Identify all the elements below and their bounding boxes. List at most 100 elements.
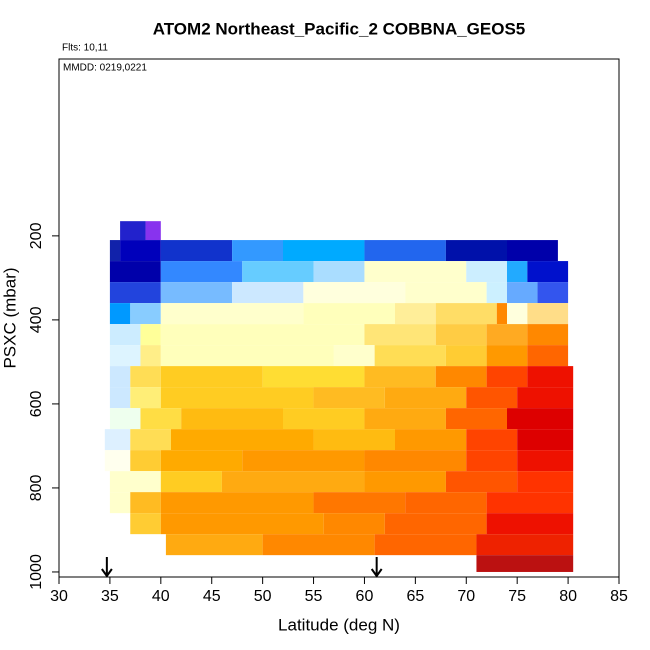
curtain-cell [109, 408, 141, 430]
curtain-cell [333, 345, 375, 367]
curtain-cell [160, 387, 314, 409]
curtain-cell [313, 387, 385, 409]
curtain-cell [160, 240, 233, 262]
curtain-cell [323, 513, 385, 535]
curtain-cell [364, 324, 436, 346]
x-tick-label: 70 [457, 588, 475, 605]
curtain-cell [445, 471, 518, 493]
curtain-cell [445, 345, 487, 367]
y-tick-label: 600 [28, 390, 45, 417]
chart-title: ATOM2 Northeast_Pacific_2 COBBNA_GEOS5 [153, 19, 526, 38]
curtain-cell [507, 408, 574, 430]
curtain-cell [364, 366, 436, 388]
curtain-cell [120, 240, 161, 262]
curtain-cell [130, 450, 161, 472]
curtain-cell [120, 221, 146, 241]
curtain-cell [384, 513, 487, 535]
curtain-cell [109, 261, 161, 283]
flight-arrow [370, 557, 383, 578]
curtain-cell [160, 282, 233, 304]
x-tick-label: 50 [254, 588, 272, 605]
curtain-cell [160, 471, 222, 493]
curtain-cell [364, 261, 467, 283]
curtain-cell [303, 282, 406, 304]
curtain-cell [109, 282, 161, 304]
x-tick-label: 60 [356, 588, 374, 605]
curtain-cell [109, 303, 131, 325]
curtain-cell [486, 492, 574, 514]
x-tick-label: 40 [152, 588, 170, 605]
x-tick-label: 85 [610, 588, 628, 605]
curtain-cell [507, 240, 558, 262]
curtain-cell [140, 324, 161, 346]
curtain-cell [527, 366, 574, 388]
curtain-cell [527, 324, 569, 346]
curtain-cell [160, 261, 243, 283]
curtain-cell [466, 261, 507, 283]
curtain-cell [496, 303, 507, 325]
curtain-cell [313, 429, 395, 451]
curtain-cell [109, 471, 161, 493]
curtain-cell [507, 303, 528, 325]
curtain-cell [130, 387, 161, 409]
curtain-cell [364, 471, 446, 493]
curtain-cell [140, 345, 161, 367]
y-tick-label: 400 [28, 306, 45, 333]
curtain-cell [527, 261, 569, 283]
curtain-cell [405, 492, 487, 514]
curtain-cell [486, 513, 574, 535]
x-tick-label: 65 [406, 588, 424, 605]
curtain-cell [527, 303, 569, 325]
y-tick-label: 800 [28, 474, 45, 501]
curtain-cell [160, 492, 314, 514]
curtain-cell [405, 282, 487, 304]
curtain-cell [537, 282, 569, 304]
x-tick-label: 75 [508, 588, 526, 605]
curtain-cell [160, 303, 304, 325]
curtain-cell [160, 345, 334, 367]
curtain-cell [104, 429, 131, 451]
x-tick-label: 35 [101, 588, 119, 605]
curtain-cell [517, 471, 574, 493]
curtain-cell [130, 366, 161, 388]
curtain-cell [445, 408, 507, 430]
curtain-cell [283, 408, 365, 430]
curtain-cell [374, 345, 446, 367]
curtain-cell [109, 240, 121, 262]
curtain-cell [160, 513, 324, 535]
curtain-cell [507, 261, 528, 283]
curtain-cell [527, 345, 569, 367]
curtain-cell [476, 555, 574, 572]
curtain-cell [242, 450, 365, 472]
dates-note: MMDD: 0219,0221 [63, 63, 147, 74]
curtain-cell [476, 534, 574, 556]
curtain-cell [171, 429, 314, 451]
curtain-cell [507, 282, 538, 304]
curtain-cell [374, 534, 477, 556]
curtain-cell [109, 387, 131, 409]
curtain-cell [104, 450, 131, 472]
curtain-cell [435, 366, 487, 388]
curtain-cell [466, 387, 518, 409]
curtain-cell [160, 324, 365, 346]
curtain-cell [486, 324, 528, 346]
curtain-cell [130, 303, 161, 325]
curtain-cell [445, 240, 507, 262]
curtain-cell [435, 324, 487, 346]
curtain-cell [395, 429, 467, 451]
curtain-cell [517, 450, 574, 472]
x-tick-label: 80 [559, 588, 577, 605]
x-axis-label: Latitude (deg N) [278, 615, 400, 634]
curtain-cell [466, 429, 518, 451]
curtain-cell [109, 345, 141, 367]
curtain-cell [181, 408, 283, 430]
curtain [104, 221, 574, 572]
curtain-cell [232, 240, 283, 262]
curtain-cell [160, 450, 243, 472]
curtain-cell [109, 324, 141, 346]
curtain-cell [140, 408, 182, 430]
x-tick-label: 45 [203, 588, 221, 605]
curtain-cell [145, 221, 161, 241]
